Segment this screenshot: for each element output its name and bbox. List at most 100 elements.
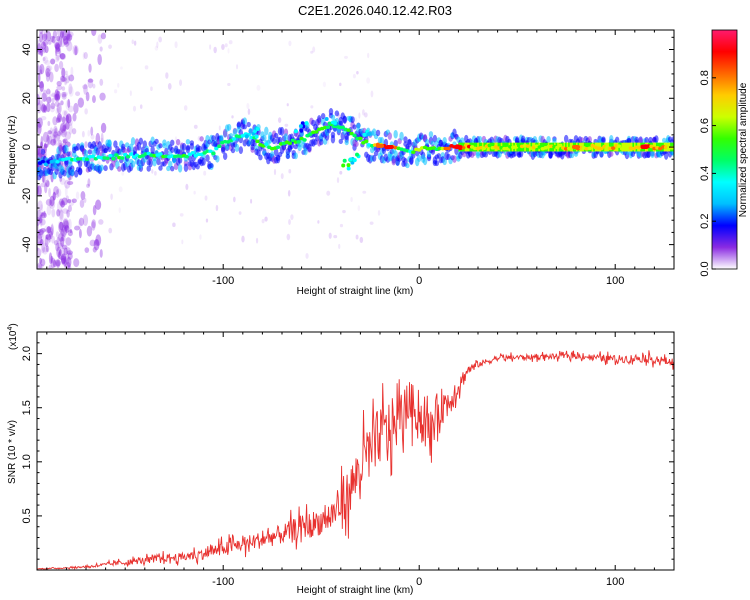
noise-speck [39,51,43,56]
noise-speck [363,112,368,118]
noise-speck [43,210,46,217]
spectral-feature [244,134,249,139]
snr-x-ticks: -100 0 100 [46,332,675,588]
y-tick-label: 0 [21,144,33,150]
noise-speck [56,188,62,197]
spectral-halo [601,136,606,143]
noise-speck [67,98,71,109]
noise-speck [179,79,183,87]
noise-speck [53,138,57,144]
noise-speck [45,233,52,241]
noise-speck [85,91,90,102]
spectral-peak [275,145,281,149]
spectral-halo [168,160,173,168]
noise-speck [46,88,51,95]
noise-speck [61,77,67,82]
noise-speck [48,264,53,269]
noise-speck [49,105,55,113]
noise-speck [59,210,64,220]
y-tick-label: 40 [21,43,33,55]
spectral-halo [285,154,291,160]
noise-speck [63,41,70,47]
y-tick-label: -40 [21,237,33,253]
spectral-halo [356,122,361,129]
spectral-halo [273,132,279,139]
noise-speck [42,246,49,253]
spectral-halo [393,129,398,139]
spectral-halo [654,135,659,143]
noise-speck [51,97,55,103]
noise-speck [59,177,66,185]
noise-speck [312,46,316,53]
noise-speck [66,180,74,185]
spectral-halo [354,141,359,147]
noise-speck [339,223,344,228]
noise-speck [43,42,46,54]
spectral-feature [298,124,303,129]
spectral-band [586,142,589,152]
noise-speck [110,193,113,200]
spectral-halo [152,158,157,167]
noise-speck [56,209,61,217]
noise-speck [39,80,44,92]
spectral-halo [442,136,447,146]
snr-scale-exponent: 4 [7,327,14,331]
noise-speck [37,231,43,237]
noise-speck [310,50,314,54]
noise-speck [73,258,80,268]
spectral-feature [299,128,304,133]
noise-speck [39,63,45,75]
noise-speck [250,198,253,204]
noise-speck [355,234,359,240]
noise-speck [55,117,61,124]
spectral-feature [346,163,351,168]
noise-speck [87,78,94,83]
noise-speck [61,67,66,78]
y-tick-label: 1.5 [21,400,33,415]
spectral-peak [364,139,369,144]
noise-speck [61,91,67,98]
noise-speck [56,35,61,42]
spectral-halo [185,144,191,151]
noise-speck [40,204,44,215]
noise-speck [57,129,63,137]
noise-speck [204,195,208,201]
y-tick-label: 1.0 [21,454,33,469]
noise-speck [40,104,47,112]
noise-speck [227,82,231,86]
snr-scale-close: ) [8,323,19,326]
spectrogram-y-label: Frequency (Hz) [7,116,18,185]
spectral-peak [296,139,301,144]
noise-speck [317,220,320,224]
spectral-max [572,145,580,150]
noise-speck [58,127,64,135]
spectral-halo [648,136,653,144]
noise-speck [82,214,89,227]
noise-speck [60,200,66,208]
spectral-halo [428,131,434,138]
noise-speck [67,252,73,260]
noise-speck [91,219,96,229]
spectral-peak [302,138,307,142]
spectral-halo [130,137,136,146]
noise-speck [51,91,55,97]
noise-speck [53,140,58,146]
spectral-halo [483,151,489,158]
noise-speck [45,30,52,42]
noise-speck [199,234,202,240]
noise-speck [49,195,55,207]
spectral-max [640,145,649,150]
spectral-halo [128,143,134,151]
svg-text:(x104): (x104) [7,323,19,350]
noise-speck [280,173,284,180]
noise-speck [369,221,374,225]
spectral-halo [258,154,263,161]
noise-speck [51,235,56,244]
noise-speck [100,132,104,144]
noise-speck [43,30,48,41]
snr-y-label: SNR (10 * v/v) [7,420,18,484]
noise-speck [80,191,86,201]
noise-speck [54,46,58,57]
noise-speck [305,253,309,259]
noise-speck [100,32,107,40]
